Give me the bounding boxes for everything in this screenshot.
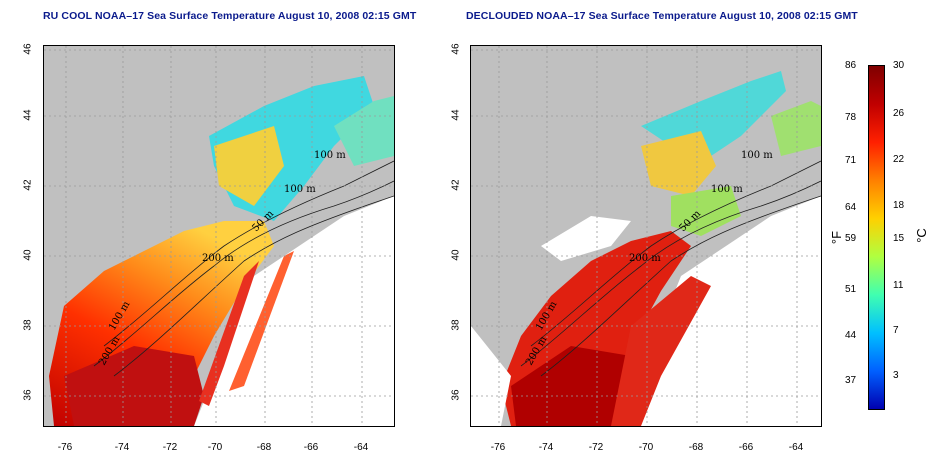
x-tick: -70 xyxy=(638,442,654,453)
x-tick: -64 xyxy=(788,442,804,453)
x-tick: -76 xyxy=(57,442,73,453)
right-map-canvas: 100 m 100 m 50 m 200 m 100 m 200 m xyxy=(471,46,821,426)
contour-label: 100 m xyxy=(711,184,743,195)
isobath-contour xyxy=(93,180,394,367)
fahrenheit-tick: 86 xyxy=(845,60,857,71)
isobath-contour xyxy=(103,160,394,347)
isobath-contour xyxy=(520,180,821,367)
celsius-tick: 15 xyxy=(893,233,905,244)
left-map-title: RU COOL NOAA–17 Sea Surface Temperature … xyxy=(43,10,417,22)
fahrenheit-tick: 59 xyxy=(845,233,857,244)
gulf-of-maine-water xyxy=(641,71,786,156)
y-tick: 40 xyxy=(450,249,462,261)
isobath-contour xyxy=(540,195,821,377)
contour-label: 200 m xyxy=(629,253,661,264)
celsius-tick: 22 xyxy=(893,154,905,165)
graticule xyxy=(471,46,821,426)
fahrenheit-tick: 44 xyxy=(845,330,857,341)
scotian-water xyxy=(334,96,394,166)
fahrenheit-tick: 51 xyxy=(845,284,857,295)
y-tick: 40 xyxy=(22,249,34,261)
y-tick: 46 xyxy=(450,43,462,55)
celsius-tick: 26 xyxy=(893,108,905,119)
cloud-mask xyxy=(471,326,511,426)
x-tick: -72 xyxy=(162,442,178,453)
temperature-colorbar xyxy=(868,65,885,410)
x-tick: -64 xyxy=(353,442,369,453)
fahrenheit-tick: 64 xyxy=(845,202,857,213)
georges-bank-water xyxy=(214,126,284,206)
x-tick: -70 xyxy=(207,442,223,453)
celsius-tick: 18 xyxy=(893,200,905,211)
y-tick: 46 xyxy=(22,43,34,55)
hot-water-area xyxy=(511,346,641,426)
gulf-stream-streak-2 xyxy=(229,251,294,391)
graticule xyxy=(44,46,394,426)
contour-label: 100 m xyxy=(314,150,346,161)
fahrenheit-tick: 71 xyxy=(845,155,857,166)
y-tick: 44 xyxy=(22,109,34,121)
left-sst-map[interactable]: 100 m 100 m 50 m 200 m 100 m 200 m xyxy=(43,45,395,427)
contour-label: 100 m xyxy=(741,150,773,161)
x-tick: -68 xyxy=(256,442,272,453)
offshore-warm-patch xyxy=(611,276,711,426)
isobath-contour xyxy=(113,195,394,377)
celsius-tick: 7 xyxy=(893,325,899,336)
fahrenheit-tick: 37 xyxy=(845,375,857,386)
y-tick: 42 xyxy=(22,179,34,191)
contour-label: 200 m xyxy=(202,253,234,264)
x-tick: -72 xyxy=(588,442,604,453)
x-tick: -66 xyxy=(738,442,754,453)
fahrenheit-tick: 78 xyxy=(845,112,857,123)
y-tick: 36 xyxy=(22,389,34,401)
left-map-canvas: 100 m 100 m 50 m 200 m 100 m 200 m xyxy=(44,46,394,426)
ocean-area xyxy=(621,196,821,426)
y-tick: 44 xyxy=(450,109,462,121)
y-tick: 36 xyxy=(450,389,462,401)
right-sst-map[interactable]: 100 m 100 m 50 m 200 m 100 m 200 m xyxy=(470,45,822,427)
contour-label: 100 m xyxy=(284,184,316,195)
x-tick: -74 xyxy=(114,442,130,453)
x-tick: -76 xyxy=(490,442,506,453)
celsius-tick: 30 xyxy=(893,60,905,71)
y-tick: 38 xyxy=(450,319,462,331)
isobath-contour xyxy=(530,160,821,347)
right-map-title: DECLOUDED NOAA–17 Sea Surface Temperatur… xyxy=(466,10,858,22)
fahrenheit-unit-label: °F xyxy=(829,230,845,245)
x-tick: -66 xyxy=(303,442,319,453)
y-tick: 42 xyxy=(450,179,462,191)
y-tick: 38 xyxy=(22,319,34,331)
gulf-stream-streak xyxy=(199,261,259,406)
x-tick: -68 xyxy=(688,442,704,453)
cloud-mask xyxy=(541,216,631,261)
x-tick: -74 xyxy=(538,442,554,453)
hot-water-area xyxy=(64,346,204,426)
celsius-tick: 11 xyxy=(893,280,904,291)
celsius-tick: 3 xyxy=(893,370,899,381)
celsius-unit-label: °C xyxy=(913,228,929,243)
scotian-water xyxy=(771,101,821,156)
